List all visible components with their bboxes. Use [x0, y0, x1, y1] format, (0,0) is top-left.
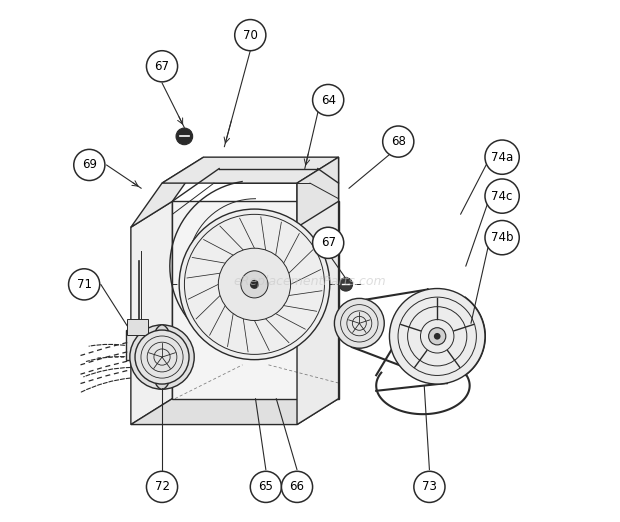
Circle shape — [414, 471, 445, 503]
FancyBboxPatch shape — [126, 329, 159, 360]
Circle shape — [176, 128, 193, 145]
Polygon shape — [131, 201, 172, 424]
FancyBboxPatch shape — [127, 319, 148, 335]
Polygon shape — [162, 157, 339, 183]
Circle shape — [485, 179, 519, 213]
Circle shape — [281, 471, 312, 503]
Circle shape — [389, 289, 485, 384]
Text: 71: 71 — [77, 278, 92, 291]
Circle shape — [146, 51, 177, 82]
Text: 74b: 74b — [491, 231, 513, 244]
Text: 70: 70 — [243, 29, 258, 42]
Text: 74a: 74a — [491, 151, 513, 164]
Polygon shape — [172, 201, 339, 399]
Text: 65: 65 — [259, 480, 273, 493]
Circle shape — [339, 278, 353, 291]
Ellipse shape — [151, 325, 173, 389]
Polygon shape — [131, 157, 203, 227]
Circle shape — [312, 227, 343, 258]
Circle shape — [485, 220, 519, 255]
Circle shape — [146, 471, 177, 503]
Text: 64: 64 — [321, 93, 335, 106]
Text: 68: 68 — [391, 135, 405, 148]
Circle shape — [135, 330, 189, 384]
Circle shape — [334, 299, 384, 348]
Circle shape — [241, 271, 268, 298]
Circle shape — [428, 328, 446, 345]
Text: 67: 67 — [321, 236, 335, 250]
Polygon shape — [297, 157, 339, 227]
Circle shape — [235, 19, 266, 51]
Text: 66: 66 — [290, 480, 304, 493]
Circle shape — [130, 325, 194, 389]
Circle shape — [312, 85, 343, 115]
Text: 67: 67 — [154, 60, 169, 73]
Circle shape — [250, 280, 259, 289]
Circle shape — [74, 149, 105, 181]
Polygon shape — [297, 157, 339, 424]
Circle shape — [434, 333, 441, 340]
Text: 69: 69 — [82, 159, 97, 171]
Polygon shape — [131, 399, 339, 424]
Circle shape — [383, 126, 414, 157]
Circle shape — [179, 209, 330, 360]
Circle shape — [250, 471, 281, 503]
Circle shape — [218, 248, 291, 321]
Circle shape — [69, 269, 100, 300]
Text: 73: 73 — [422, 480, 437, 493]
Text: 72: 72 — [154, 480, 169, 493]
Text: eReplacementParts.com: eReplacementParts.com — [234, 275, 386, 288]
Text: 74c: 74c — [492, 189, 513, 203]
Circle shape — [485, 140, 519, 174]
